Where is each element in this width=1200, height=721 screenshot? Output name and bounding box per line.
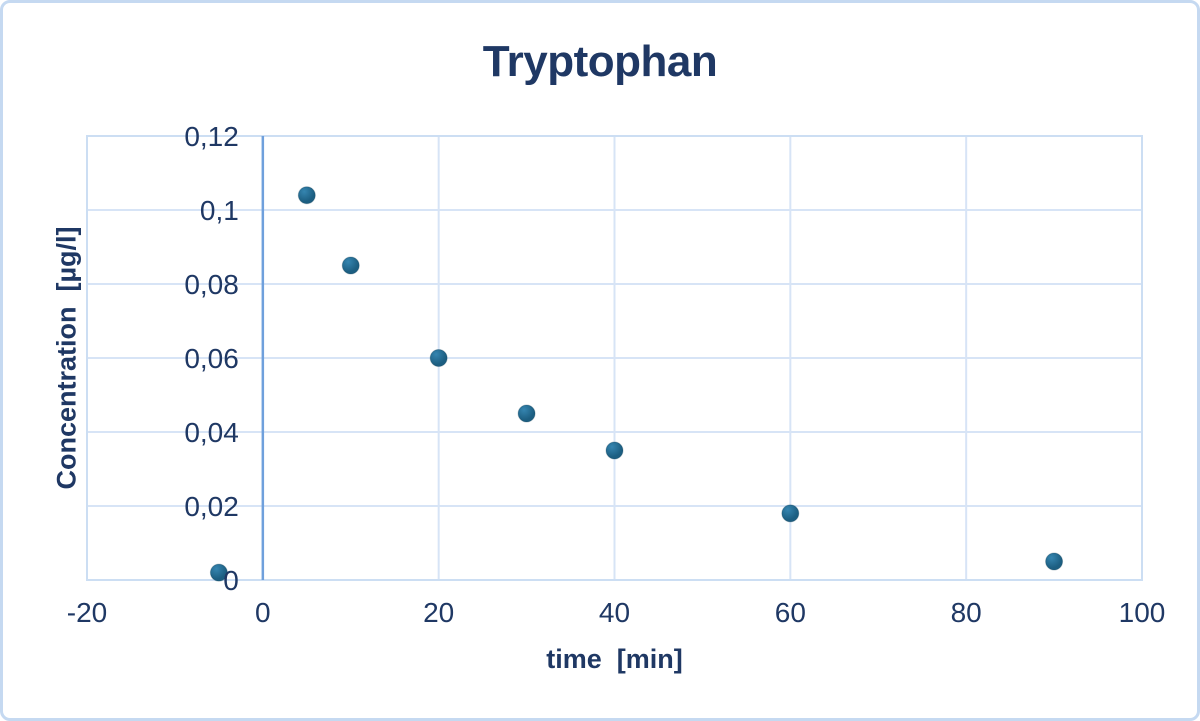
tick-labels: 0 0,02 0,04 0,06 0,08 0,1 0,12 -20 0 20 40 60 80 100 xyxy=(67,121,1166,628)
y-tick-label: 0,02 xyxy=(184,491,239,522)
x-tick-label: 80 xyxy=(951,597,982,628)
y-tick-label: 0,04 xyxy=(184,417,239,448)
data-point xyxy=(605,441,624,460)
data-point xyxy=(209,563,228,582)
data-point xyxy=(429,349,448,367)
data-point xyxy=(341,256,360,275)
chart-title: Tryptophan xyxy=(482,37,718,86)
y-tick-label: 0,06 xyxy=(184,343,239,374)
x-tick-label: 100 xyxy=(1119,597,1166,628)
scatter-plot-canvas: 0 0,02 0,04 0,06 0,08 0,1 0,12 -20 0 20 40 60 80 100 xyxy=(67,121,1166,628)
plot-area-border xyxy=(86,135,1143,581)
x-tick-label: 0 xyxy=(255,597,271,628)
x-axis-title: time [min] xyxy=(546,644,683,674)
y-tick-label: 0 xyxy=(223,565,239,596)
data-points xyxy=(209,186,1064,582)
y-tick-label: 0,1 xyxy=(200,195,239,226)
data-point xyxy=(517,404,536,423)
data-point xyxy=(1045,552,1064,571)
y-tick-label: 0,12 xyxy=(184,121,239,152)
x-tick-label: 40 xyxy=(599,597,630,628)
axes xyxy=(86,135,1143,581)
data-point xyxy=(781,504,800,523)
x-tick-label: -20 xyxy=(67,597,107,628)
gridlines xyxy=(86,135,1143,581)
x-tick-label: 60 xyxy=(775,597,806,628)
x-tick-label: 20 xyxy=(423,597,454,628)
y-tick-label: 0,08 xyxy=(184,269,239,300)
data-point xyxy=(297,186,316,205)
